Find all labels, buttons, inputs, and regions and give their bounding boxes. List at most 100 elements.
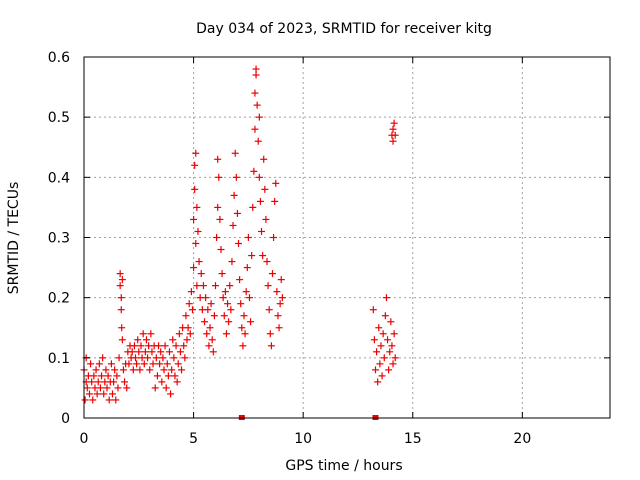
data-point: [118, 336, 126, 344]
data-point: [94, 378, 102, 386]
data-point: [374, 378, 382, 386]
data-point: [270, 234, 278, 241]
data-point: [169, 336, 177, 344]
data-point: [258, 227, 266, 235]
data-point: [182, 312, 190, 320]
data-point: [125, 360, 133, 368]
data-point: [159, 354, 167, 362]
x-tick-label: 20: [513, 431, 531, 447]
data-point: [384, 336, 392, 344]
data-point: [377, 342, 385, 350]
data-point: [247, 318, 255, 326]
data-point: [240, 312, 248, 320]
data-point: [233, 209, 241, 217]
data-point: [186, 330, 194, 338]
data-point: [373, 348, 381, 356]
data-point: [274, 312, 282, 320]
data-point: [155, 342, 163, 350]
data-point: [249, 203, 257, 211]
data-point: [178, 366, 186, 374]
data-point: [115, 354, 123, 362]
data-point: [267, 342, 275, 350]
data-point: [236, 276, 244, 284]
x-tick-label: 10: [294, 431, 312, 447]
data-point: [199, 282, 207, 290]
data-point: [230, 191, 238, 199]
data-point: [387, 318, 395, 326]
data-point: [149, 360, 157, 368]
x-axis-label: GPS time / hours: [285, 458, 402, 474]
data-point: [105, 396, 113, 404]
data-point: [176, 348, 184, 356]
data-point: [195, 258, 203, 266]
data-point: [156, 360, 164, 368]
data-point: [371, 366, 379, 374]
data-point: [213, 234, 221, 241]
data-point: [151, 384, 159, 392]
x-tick-label: 15: [404, 431, 422, 447]
y-tick-label: 0: [61, 411, 70, 427]
data-point: [93, 390, 101, 398]
data-point: [388, 342, 396, 350]
data-point: [137, 342, 145, 350]
data-point: [135, 348, 143, 356]
data-point: [239, 342, 247, 350]
data-point: [201, 318, 209, 326]
data-point: [232, 173, 240, 181]
data-point: [266, 330, 274, 338]
data-point: [378, 372, 386, 380]
data-point: [381, 312, 389, 320]
data-point: [212, 282, 219, 290]
data-point: [221, 288, 229, 296]
data-point: [263, 258, 271, 266]
data-point: [238, 324, 246, 332]
data-point: [217, 246, 225, 254]
data-point: [112, 396, 120, 404]
data-point: [175, 330, 183, 338]
data-point: [89, 396, 97, 404]
data-point: [157, 348, 165, 356]
data-point: [241, 330, 249, 338]
data-point: [207, 300, 215, 308]
data-point: [188, 306, 196, 314]
data-point: [136, 366, 144, 374]
data-point: [277, 276, 285, 284]
data-point: [160, 366, 168, 374]
data-point: [254, 137, 262, 145]
y-tick-label: 0.6: [48, 50, 70, 66]
data-point: [209, 348, 217, 356]
data-point: [90, 372, 98, 380]
data-point: [185, 300, 193, 308]
data-point: [261, 185, 269, 193]
data-point: [216, 215, 224, 223]
y-tick-label: 0.3: [48, 231, 70, 247]
data-point: [375, 324, 383, 332]
data-point: [250, 167, 258, 175]
data-point: [116, 282, 124, 290]
data-point: [244, 234, 252, 241]
x-tick-label: 0: [80, 431, 89, 447]
chart-title: Day 034 of 2023, SRMTID for receiver kit…: [196, 21, 492, 37]
data-point: [210, 312, 218, 320]
data-point: [227, 306, 235, 314]
data-point: [102, 366, 110, 374]
data-point: [163, 360, 171, 368]
data-point: [147, 330, 155, 338]
y-tick-label: 0.2: [48, 291, 70, 307]
data-point: [103, 384, 111, 392]
data-point: [95, 360, 103, 368]
data-point: [128, 348, 136, 356]
data-point: [133, 360, 141, 368]
data-point: [386, 348, 394, 356]
data-point: [121, 378, 129, 386]
data-point: [141, 348, 149, 356]
data-point: [108, 390, 116, 398]
data-point: [204, 306, 212, 314]
data-point: [255, 173, 263, 181]
data-point: [114, 384, 122, 392]
data-point: [140, 360, 148, 368]
y-tick-label: 0.4: [48, 170, 70, 186]
data-point: [224, 300, 232, 308]
y-tick-label: 0.1: [48, 351, 70, 367]
